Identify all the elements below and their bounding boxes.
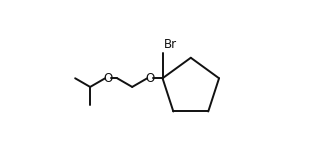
Text: O: O	[104, 72, 113, 85]
Text: Br: Br	[163, 38, 176, 51]
Text: O: O	[146, 72, 155, 85]
